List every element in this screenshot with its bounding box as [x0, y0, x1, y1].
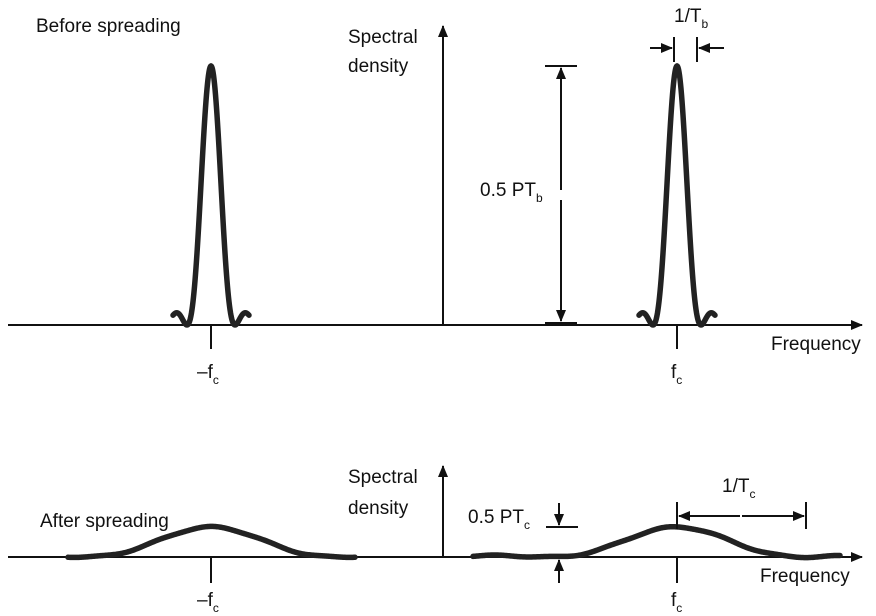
bottom-width-dimension: 1/Tc — [676, 476, 807, 529]
bottom-neg-fc-label: –fc — [197, 590, 219, 615]
top-y-axis-label-line1: Spectral — [348, 27, 418, 48]
top-width-dimension: 1/Tb — [650, 6, 724, 62]
top-width-label: 1/Tb — [674, 6, 708, 31]
top-x-axis-label: Frequency — [771, 334, 861, 355]
top-pos-fc-label: fc — [671, 362, 682, 387]
bottom-spread-pos-fc — [470, 524, 843, 561]
bottom-y-axis-label-line1: Spectral — [348, 467, 418, 488]
bottom-panel: After spreading Spectral density Frequen… — [8, 465, 863, 615]
bottom-x-axis-label: Frequency — [760, 566, 850, 587]
top-peak-neg-fc — [170, 63, 252, 328]
top-neg-fc-label: –fc — [197, 362, 219, 387]
top-panel: Before spreading Spectral density Freque… — [8, 6, 863, 387]
top-height-label: 0.5 PTb — [480, 180, 543, 205]
bottom-height-dimension: 0.5 PTc — [468, 503, 578, 583]
bottom-spread-neg-fc — [65, 523, 358, 561]
bottom-height-label: 0.5 PTc — [468, 507, 530, 532]
top-peak-pos-fc — [636, 63, 718, 328]
bottom-y-axis-label-line2: density — [348, 498, 409, 519]
top-panel-title: Before spreading — [36, 16, 181, 37]
top-height-dimension: 0.5 PTb — [480, 65, 577, 324]
bottom-pos-fc-label: fc — [671, 590, 682, 615]
top-y-axis-label-line2: density — [348, 56, 409, 77]
bottom-panel-title: After spreading — [40, 511, 169, 532]
bottom-width-label: 1/Tc — [722, 476, 755, 501]
